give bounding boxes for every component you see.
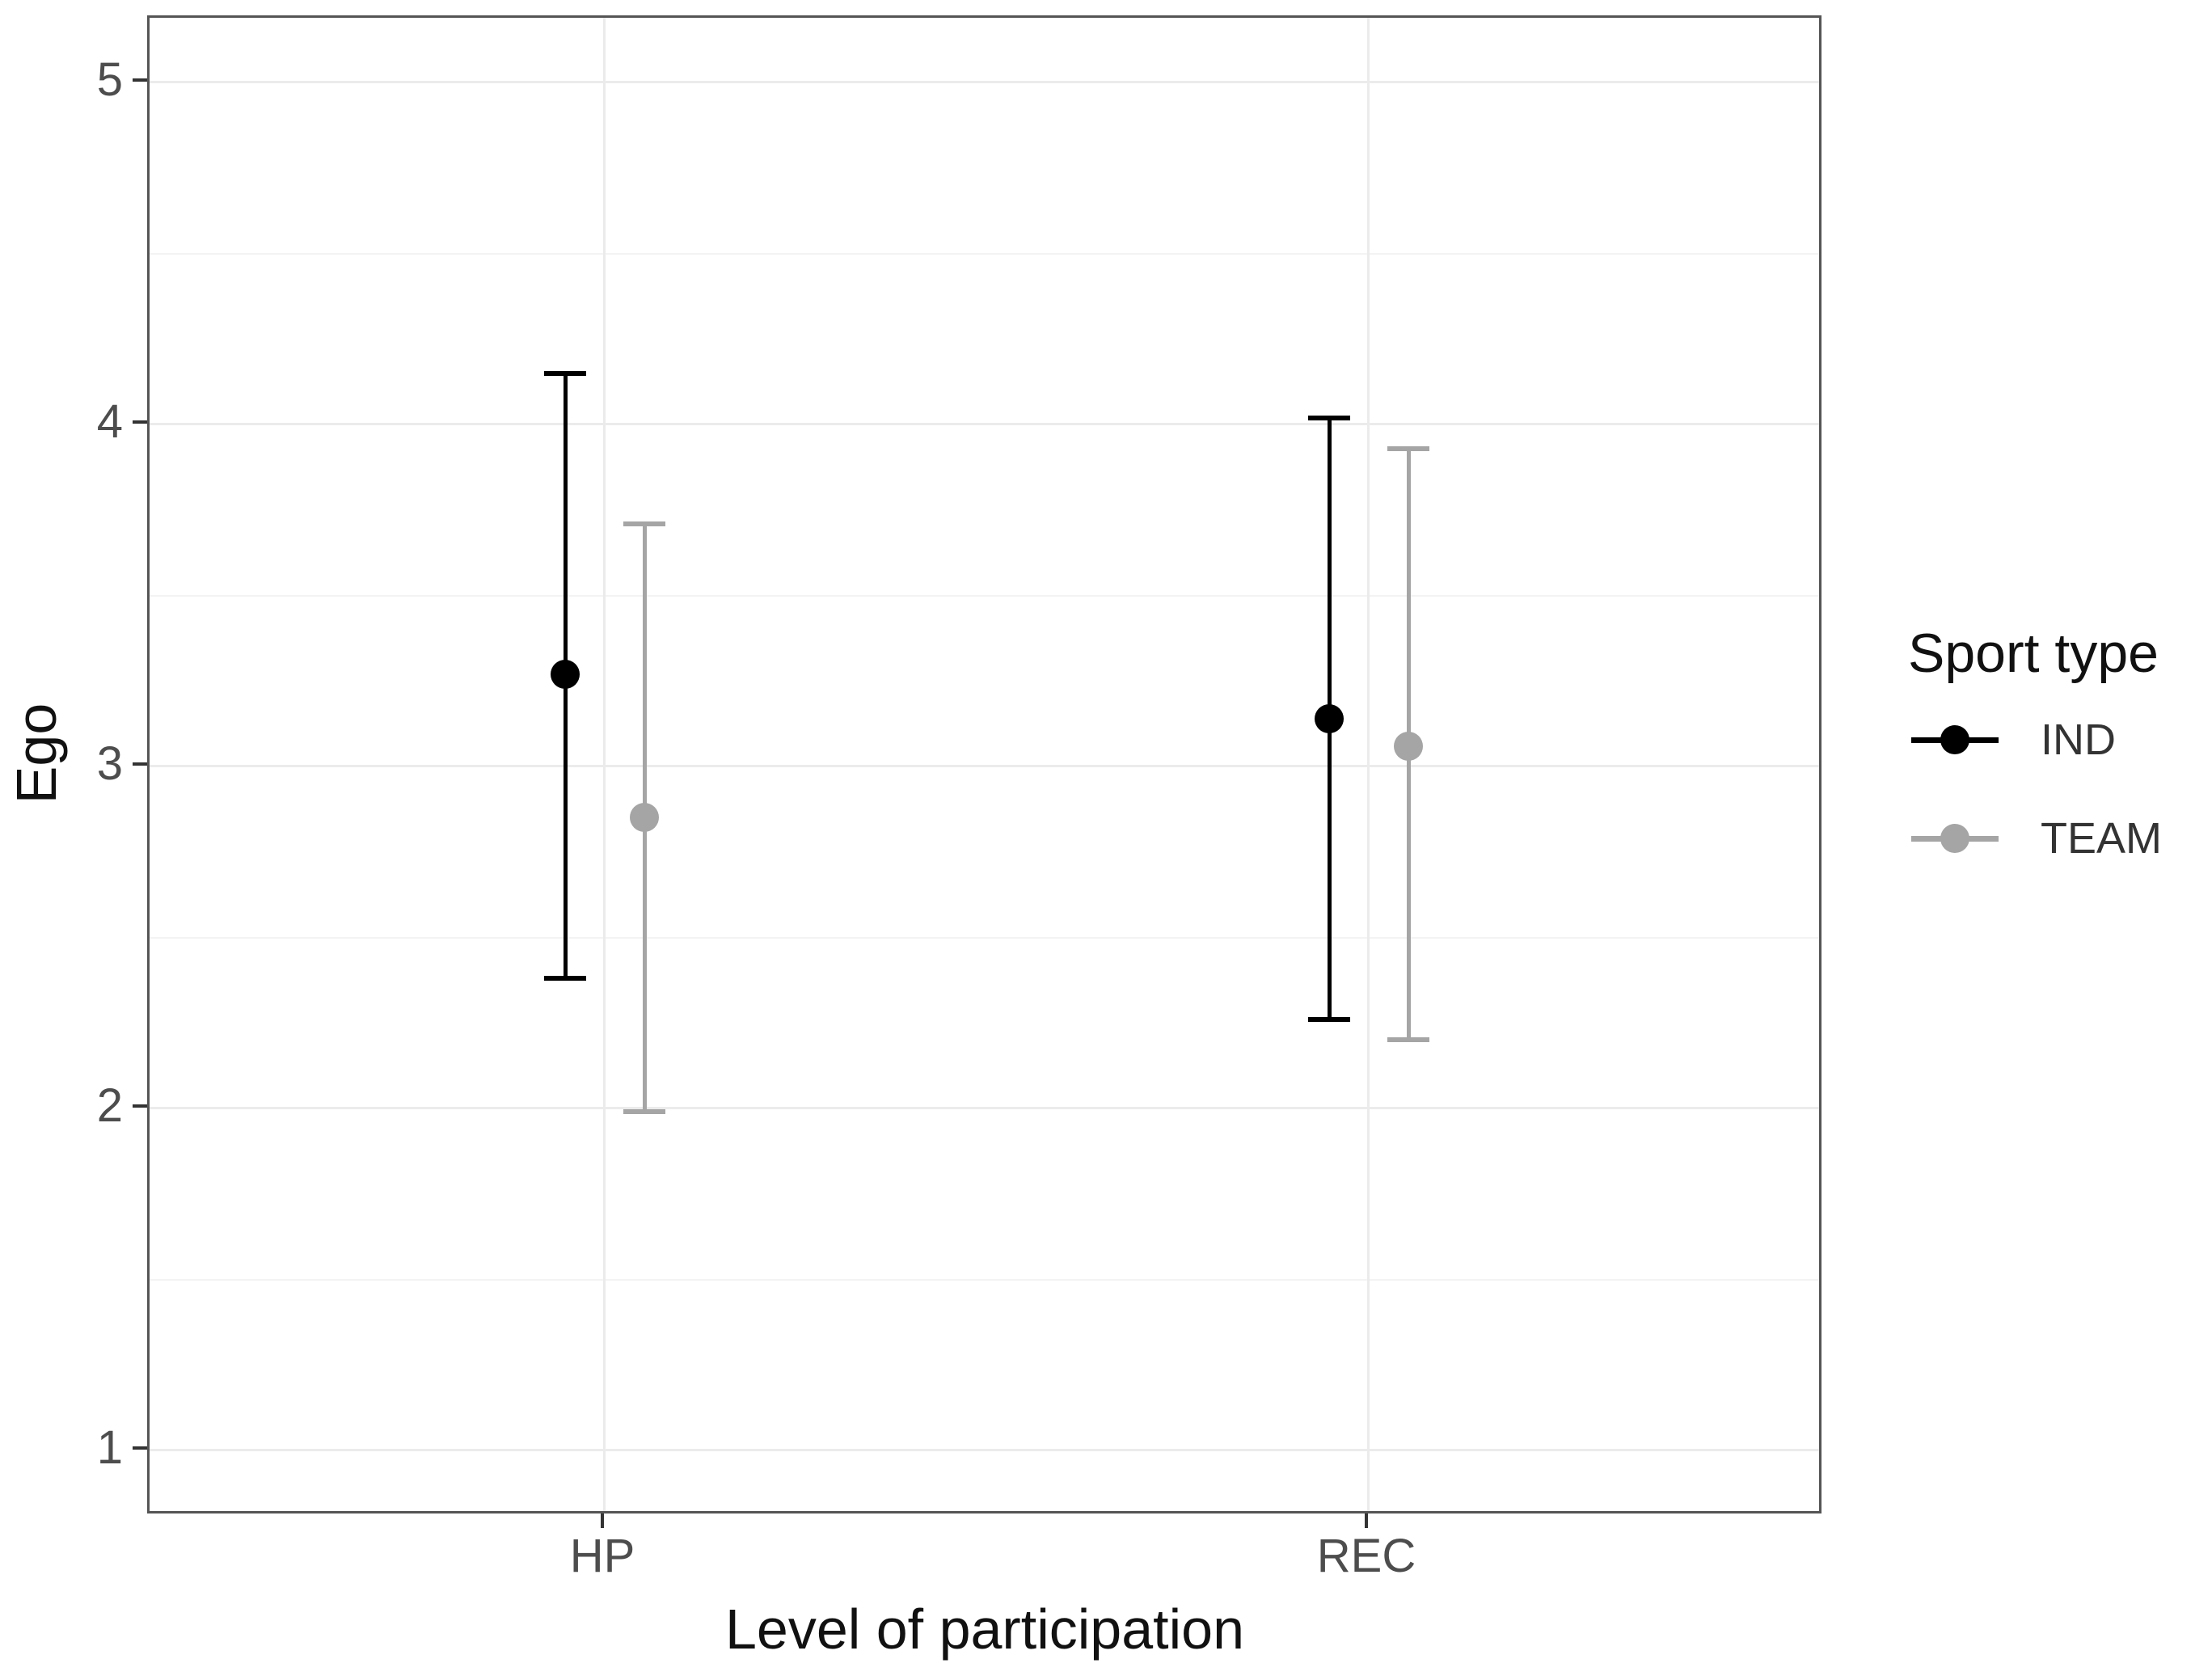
gridline-minor-y-2.5 (150, 936, 1819, 939)
errorbar-cap-lower-TEAM-HP (623, 1109, 665, 1115)
gridline-major-y-2 (150, 1107, 1819, 1109)
point-IND-HP (551, 659, 580, 689)
y-tick-label-5: 5 (96, 53, 123, 106)
errorbar-cap-lower-TEAM-REC (1387, 1037, 1429, 1043)
x-tick-label-HP: HP (569, 1530, 635, 1582)
point-TEAM-HP (630, 803, 659, 833)
errorbar-cap-lower-IND-HP (544, 976, 586, 982)
gridline-major-y-5 (150, 81, 1819, 83)
gridline-major-x-REC (1367, 18, 1370, 1511)
y-tick-label-3: 3 (96, 737, 123, 790)
gridline-major-x-HP (603, 18, 606, 1511)
gridline-minor-y-1.5 (150, 1278, 1819, 1281)
point-IND-REC (1315, 703, 1344, 733)
y-tick-3 (133, 762, 147, 766)
y-tick-2 (133, 1104, 147, 1108)
legend-label-ind: IND (2041, 716, 2116, 764)
gridline-minor-y-3.5 (150, 594, 1819, 597)
y-tick-4 (133, 420, 147, 424)
x-tick-HP (601, 1513, 604, 1528)
legend-title: Sport type (1908, 623, 2159, 684)
x-axis-title: Level of participation (724, 1598, 1245, 1661)
legend-key-dot-icon (1940, 725, 1969, 754)
y-tick-label-4: 4 (96, 395, 123, 448)
gridline-major-y-4 (150, 423, 1819, 425)
y-tick-label-1: 1 (96, 1421, 123, 1474)
y-tick-1 (133, 1446, 147, 1450)
point-TEAM-REC (1394, 731, 1423, 761)
gridline-minor-y-4.5 (150, 252, 1819, 255)
legend-key-dot-icon (1940, 824, 1969, 853)
legend-key-ind (1908, 724, 2005, 756)
x-tick-REC (1365, 1513, 1368, 1528)
legend-item-ind: IND (1908, 690, 2212, 789)
gridline-major-y-1 (150, 1449, 1819, 1451)
errorbar-cap-upper-TEAM-REC (1387, 445, 1429, 451)
legend-item-team: TEAM (1908, 789, 2212, 888)
gridline-major-y-3 (150, 765, 1819, 767)
legend-label-team: TEAM (2041, 814, 2163, 863)
y-tick-label-2: 2 (96, 1079, 123, 1132)
errorbar-cap-upper-TEAM-HP (623, 521, 665, 526)
legend: Sport type IND TEAM (1908, 616, 2212, 888)
legend-key-team (1908, 822, 2005, 855)
errorbar-cap-upper-IND-REC (1308, 415, 1350, 420)
x-tick-label-REC: REC (1316, 1530, 1416, 1582)
plot-panel (147, 15, 1822, 1513)
errorbar-cap-lower-IND-REC (1308, 1017, 1350, 1023)
y-tick-5 (133, 78, 147, 82)
errorbar-cap-upper-IND-HP (544, 370, 586, 376)
